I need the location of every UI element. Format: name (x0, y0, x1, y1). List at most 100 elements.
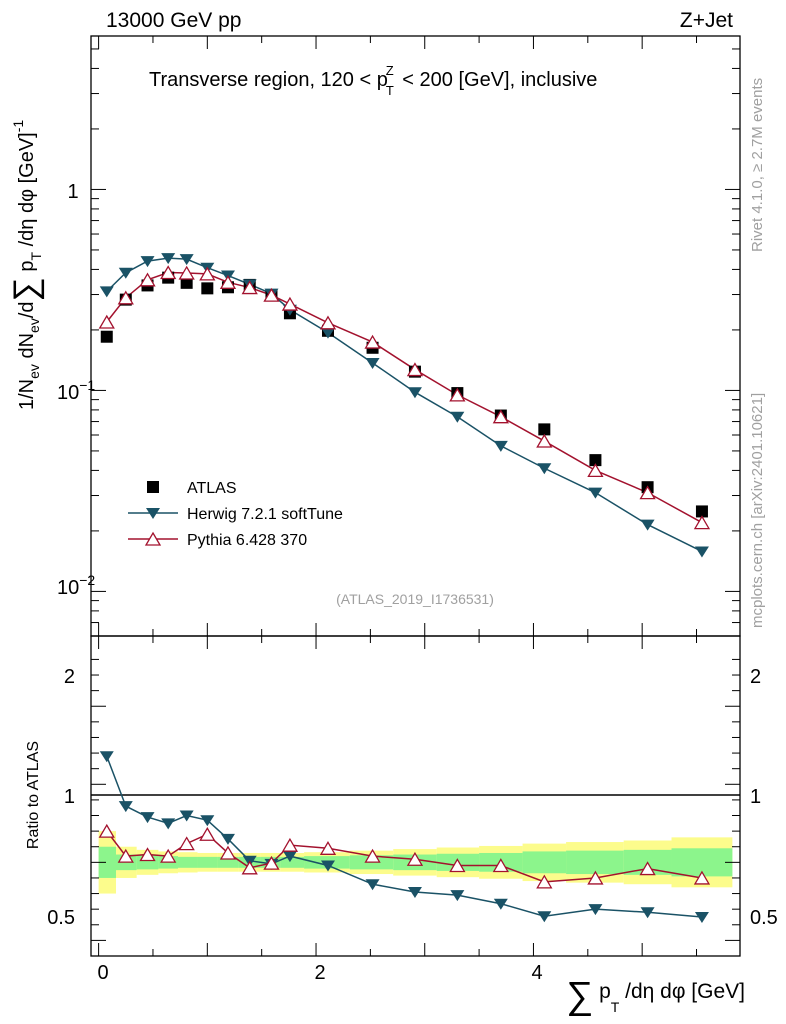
pythia-ratio-point (139, 847, 156, 862)
pythia-point (536, 433, 553, 448)
herwig-point (179, 254, 194, 266)
legend-label-herwig: Herwig 7.2.1 softTune (187, 506, 343, 523)
ratio-band-inner-bin (522, 851, 567, 874)
xtick-label-4: 4 (531, 962, 542, 984)
herwig-ratio-point (179, 810, 194, 822)
herwig-ratio-point (450, 890, 465, 902)
herwig-point (161, 253, 176, 265)
title-part-b: < 200 [GeV], inclusive (397, 69, 598, 91)
pythia-ratio-point (639, 861, 656, 876)
ratio-band-inner-bin (217, 856, 239, 868)
herwig-ratio-point (161, 818, 176, 830)
herwig-ratio-line (106, 755, 703, 918)
xtick-label-2: 2 (314, 962, 325, 984)
pythia-ratio-point (263, 855, 280, 870)
herwig-point (450, 411, 465, 423)
ratio-ylabel: Ratio to ATLAS (25, 741, 42, 849)
herwig-ratio-point (200, 815, 215, 827)
herwig-point (588, 487, 603, 499)
herwig-point (493, 440, 508, 452)
atlas-point (695, 505, 708, 518)
ytick-label-0p1: 10−1 (57, 377, 95, 404)
pythia-point (98, 314, 115, 329)
herwig-point (694, 546, 709, 558)
pythia-point (587, 463, 604, 478)
pythia-point (449, 387, 466, 402)
pythia-point (364, 334, 381, 349)
ratio-ytick-right-2: 2 (750, 666, 761, 688)
ratio-band-inner-bin (197, 856, 218, 868)
herwig-ratio-point (118, 801, 133, 813)
pythia-ratio-point (160, 848, 177, 863)
main-series-points (98, 253, 711, 558)
axis-ticks (91, 36, 740, 956)
title-sup-z: Z (386, 63, 394, 78)
herwig-ratio-point (640, 907, 655, 919)
pythia-ratio-point (98, 823, 115, 838)
xtick-label-0: 0 (97, 962, 108, 984)
herwig-point (365, 357, 380, 369)
svg-text:1/Nev dNev/d∑ pT /dη dφ [GeV]: 1/Nev dNev/d∑ pT /dη dφ [GeV]-1 (7, 120, 45, 410)
pythia-point (139, 272, 156, 287)
ytick-label-1: 1 (67, 181, 78, 203)
pythia-point (319, 315, 337, 330)
pythia-point (178, 265, 195, 280)
pythia-point (241, 280, 258, 295)
atlas-point (100, 330, 113, 343)
pythia-ratio-point (693, 870, 711, 885)
pythia-ratio-point (492, 858, 509, 873)
pythia-point (492, 409, 509, 424)
atlas-point (538, 423, 551, 436)
pythia-point (406, 362, 424, 377)
atlas-point (180, 276, 193, 289)
herwig-point (320, 327, 335, 339)
ytick-label-0p01: 10−2 (57, 572, 95, 599)
pythia-ratio-point (364, 848, 381, 863)
herwig-ratio-point (537, 911, 552, 923)
title-sub-t: T (386, 83, 394, 98)
herwig-ratio-point (220, 833, 235, 845)
herwig-ratio-point (493, 898, 508, 910)
ratio-ytick-right-1: 1 (750, 786, 761, 808)
herwig-ratio-point (320, 860, 335, 872)
legend-label-atlas: ATLAS (187, 480, 237, 497)
pythia-ratio-point (406, 851, 424, 866)
header-right: Z+Jet (680, 9, 733, 32)
legend: ATLAS Herwig 7.2.1 softTune Pythia 6.428… (128, 480, 343, 549)
pythia-point (160, 265, 177, 280)
herwig-ratio-point (407, 887, 422, 898)
herwig-point (407, 387, 422, 399)
title-part-a: Transverse region, 120 < p (149, 69, 388, 91)
legend-label-pythia: Pythia 6.428 370 (187, 532, 307, 549)
chart-title: Transverse region, 120 < pTZ < 200 [GeV]… (149, 63, 597, 98)
ratio-ytick-left-2: 2 (64, 666, 75, 688)
xlabel: ∑ pT /dη dφ [GeV] (566, 975, 745, 1017)
pythia-ratio-point (241, 860, 258, 875)
ratio-series-lines (106, 755, 703, 918)
pythia-ratio-point (587, 870, 604, 885)
ratio-frame (90, 635, 741, 957)
ratio-ytick-right-0p5: 0.5 (750, 907, 778, 929)
herwig-ratio-point (99, 751, 114, 763)
herwig-point (537, 463, 552, 475)
atlas-point (589, 454, 602, 467)
pythia-point (219, 275, 237, 289)
herwig-point (118, 267, 133, 279)
pythia-ratio-point (281, 837, 299, 852)
mcplots-label: mcplots.cern.ch [arXiv:2401.10621] (749, 393, 766, 628)
legend-marker-pythia (144, 531, 162, 546)
rivet-label: Rivet 4.1.0, ≥ 2.7M events (749, 78, 766, 252)
pythia-point (199, 266, 216, 281)
ratio-ytick-left-1: 1 (64, 786, 75, 808)
pythia-ratio-point (319, 841, 337, 855)
pythia-ratio-point (117, 848, 134, 863)
pythia-point (117, 290, 134, 305)
pythia-ratio-point (449, 858, 466, 873)
pythia-point (693, 515, 711, 530)
main-ylabel: 1/Nev dNev/d∑ pT /dη dφ [GeV]-1 (7, 120, 45, 410)
ratio-band-inner-bin (98, 846, 117, 878)
pythia-point (263, 287, 280, 302)
herwig-point (140, 256, 155, 268)
pythia-ratio-point (536, 874, 553, 889)
